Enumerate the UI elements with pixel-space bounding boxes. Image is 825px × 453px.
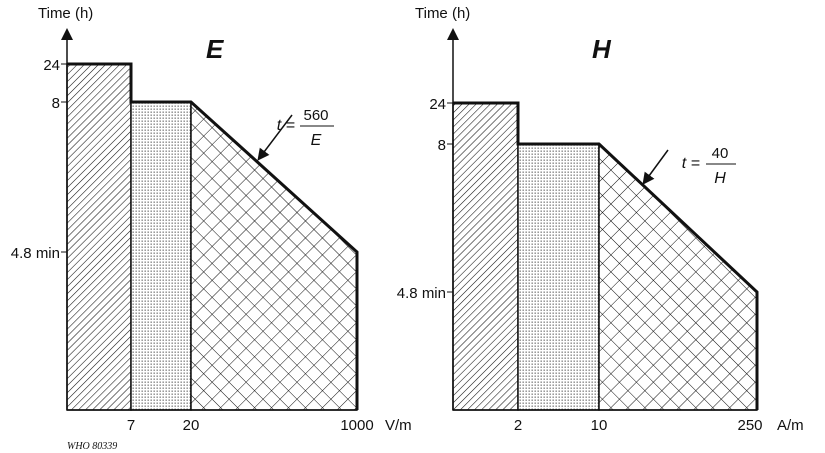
figure-credit: WHO 80339: [67, 441, 117, 452]
h-y-axis-label: Time (h): [415, 5, 470, 22]
h-x-tick-10: 10: [591, 417, 608, 434]
h-y-tick-24: 24: [429, 96, 446, 113]
h-eq-lhs: t =: [682, 155, 700, 172]
e-eq-numerator: 560: [303, 107, 328, 124]
e-eq-arrow: [257, 114, 293, 161]
e-y-tick-24: 24: [43, 57, 60, 74]
chart-e: Time (h) E 24 8 4.8 min 7 20 1000 V/m t …: [11, 5, 412, 434]
e-y-axis-label: Time (h): [38, 5, 93, 22]
h-x-unit: A/m: [777, 417, 804, 434]
e-title: E: [206, 34, 224, 64]
h-limit-line: [453, 101, 759, 410]
e-bar-7: [66, 63, 132, 411]
h-title: H: [592, 34, 612, 64]
e-x-tick-20: 20: [183, 417, 200, 434]
e-y-tick-4-8min: 4.8 min: [11, 245, 60, 262]
h-bar-2: [452, 102, 519, 411]
e-x-tick-7: 7: [127, 417, 135, 434]
e-x-unit: V/m: [385, 417, 412, 434]
e-x-tick-1000: 1000: [340, 417, 373, 434]
e-eq-denominator: E: [311, 132, 322, 149]
h-eq-denominator: H: [714, 170, 726, 187]
e-y-tick-8: 8: [52, 95, 60, 112]
chart-h: Time (h) H 24 8 4.8 min 2 10 250 A/m t =…: [397, 5, 804, 434]
e-bar-20: [130, 101, 192, 411]
e-limit-line: [67, 62, 359, 410]
h-x-tick-2: 2: [514, 417, 522, 434]
h-y-tick-4-8min: 4.8 min: [397, 285, 446, 302]
h-x-tick-250: 250: [737, 417, 762, 434]
h-bar-10: [517, 143, 600, 411]
h-eq-arrow: [642, 149, 669, 185]
e-area-1000: [190, 100, 358, 411]
h-area-250: [598, 142, 758, 411]
h-y-tick-8: 8: [438, 137, 446, 154]
h-eq-numerator: 40: [712, 145, 729, 162]
